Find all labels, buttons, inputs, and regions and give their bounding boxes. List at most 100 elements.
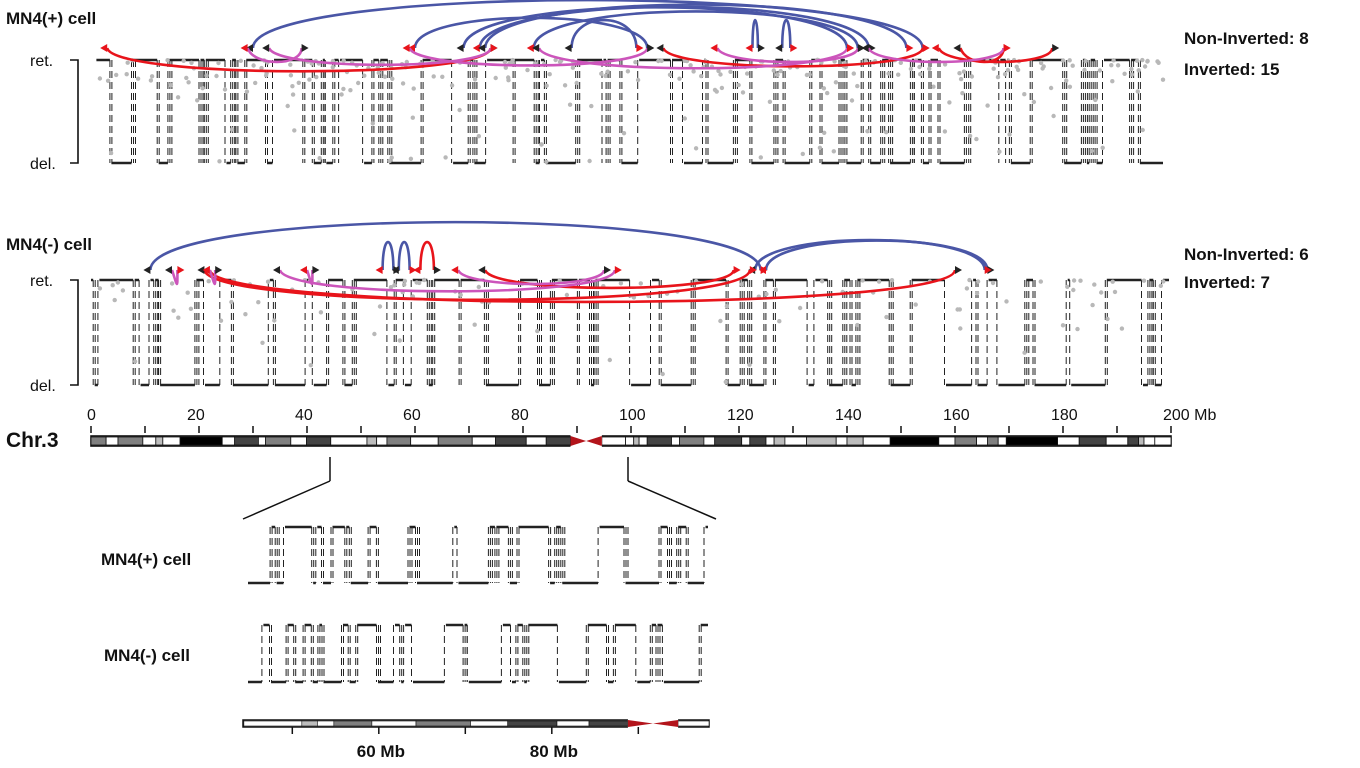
read-depth-dot xyxy=(370,121,375,126)
read-depth-dot xyxy=(831,149,836,154)
read-depth-dot xyxy=(535,328,540,334)
read-depth-dot xyxy=(942,129,948,134)
chromosome-band xyxy=(806,436,837,446)
read-depth-dot xyxy=(570,65,576,70)
read-depth-dot xyxy=(1060,323,1066,328)
read-depth-dot xyxy=(777,319,782,324)
inset-centromere xyxy=(627,720,679,727)
chromosome-axis: 0 20 40 60 80 100 120 140 160 180 200 Mb xyxy=(87,407,1216,433)
chromosome-band xyxy=(703,436,716,446)
read-depth-dot xyxy=(422,277,427,283)
rearrangement-arc xyxy=(419,240,436,271)
read-depth-dot xyxy=(821,86,827,91)
read-depth-dot xyxy=(389,155,394,160)
read-depth-dot xyxy=(1142,64,1148,69)
read-depth-dot xyxy=(1140,127,1145,133)
read-depth-dot xyxy=(825,90,830,96)
breakpoint-lines xyxy=(269,527,705,583)
chromosome-band xyxy=(90,436,107,446)
read-depth-dot xyxy=(1109,62,1114,68)
breakpoint-arrow-icon xyxy=(478,266,486,274)
read-depth-dot xyxy=(253,80,258,86)
chromosome-band xyxy=(437,436,473,446)
read-depth-dot xyxy=(1022,350,1027,355)
chromosome-band xyxy=(117,436,144,446)
rearrangement-arc xyxy=(208,269,217,286)
read-depth-dot xyxy=(918,72,923,77)
read-depth-dot xyxy=(112,297,117,303)
read-depth-dot xyxy=(886,71,891,76)
read-depth-dot xyxy=(855,322,860,328)
read-depth-dot xyxy=(659,58,664,63)
read-depth-dot xyxy=(778,68,783,74)
chromosome-band xyxy=(1105,436,1129,446)
axis-tick-label: 20 xyxy=(187,407,205,424)
read-depth-dot xyxy=(265,279,271,284)
read-depth-dot xyxy=(135,76,141,81)
chromosome-band xyxy=(671,436,681,446)
read-depth-dot xyxy=(348,88,353,93)
read-depth-dot xyxy=(1141,278,1147,283)
breakpoint-arrow-icon xyxy=(710,44,718,52)
read-depth-dot xyxy=(898,60,903,65)
read-depth-dot xyxy=(214,73,219,79)
chromosome-band xyxy=(376,436,388,446)
read-depth-dot xyxy=(1083,58,1088,64)
chromosome-ideogram: Chr.3 0 20 40 60 80 100 120 140 160 180 200 Mb xyxy=(6,407,1216,520)
read-depth-dot xyxy=(807,72,812,77)
chromosome-band xyxy=(954,436,978,446)
read-depth-dot xyxy=(472,322,477,327)
breakpoint-arrow-icon xyxy=(604,266,611,274)
breakpoint-arrow-icon xyxy=(177,266,185,274)
read-depth-dot xyxy=(1160,77,1166,82)
read-depth-dot xyxy=(958,326,963,331)
read-depth-dot xyxy=(314,74,319,80)
breakpoint-arrow-icon xyxy=(478,44,486,52)
chromosome-band xyxy=(1078,436,1107,446)
read-depth-dot xyxy=(985,103,990,108)
read-depth-dot xyxy=(114,72,119,78)
read-depth-dot xyxy=(377,304,383,309)
read-depth-dot xyxy=(1099,290,1104,295)
read-depth-dot xyxy=(493,75,498,81)
read-depth-dot xyxy=(797,305,803,311)
breakpoint-arrow-icon xyxy=(246,44,253,52)
non-inverted-count: Non-Inverted: 6 xyxy=(1184,245,1309,264)
read-depth-dot xyxy=(607,357,612,363)
read-depth-dot xyxy=(341,86,346,92)
read-depth-dot xyxy=(693,146,699,151)
read-depth-dot xyxy=(1100,145,1105,150)
rearrangement-arc xyxy=(251,0,924,49)
read-depth-dot xyxy=(290,92,296,97)
read-depth-dot xyxy=(1111,58,1116,63)
breakpoint-arrow-icon xyxy=(409,266,417,274)
zoom-inset: MN4(+) cell MN4(-) cell 60 Mb 80 Mb xyxy=(101,525,710,761)
inset-band xyxy=(371,720,417,727)
read-depth-dot xyxy=(200,86,205,91)
read-depth-dot xyxy=(865,129,870,134)
breakpoint-arrow-icon xyxy=(955,266,962,274)
chromosome-band xyxy=(265,436,292,446)
read-depth-dot xyxy=(238,58,243,63)
read-depth-dot xyxy=(1134,58,1140,63)
axis-tick-label: 200 Mb xyxy=(1163,407,1216,424)
read-depth-dot xyxy=(125,60,130,65)
ret-label: ret. xyxy=(30,53,53,70)
read-depth-dot xyxy=(822,130,827,135)
read-depth-dot xyxy=(562,83,568,88)
read-depth-dot xyxy=(567,102,573,107)
read-depth-dot xyxy=(667,72,673,78)
rearrangement-arc xyxy=(381,240,395,271)
chromosome-band xyxy=(773,436,786,446)
read-depth-dot xyxy=(764,291,769,297)
rearrangement-arc xyxy=(662,47,924,68)
inset-band xyxy=(588,720,629,727)
read-depth-dot xyxy=(539,142,544,147)
breakpoint-arrow-icon xyxy=(931,44,939,52)
copy-number-segments xyxy=(248,525,708,585)
read-depth-dot xyxy=(1067,58,1072,63)
read-depth-dot xyxy=(97,286,103,291)
chromosome-band xyxy=(638,436,648,446)
read-depth-dot xyxy=(288,62,293,67)
read-depth-dot xyxy=(115,280,121,285)
